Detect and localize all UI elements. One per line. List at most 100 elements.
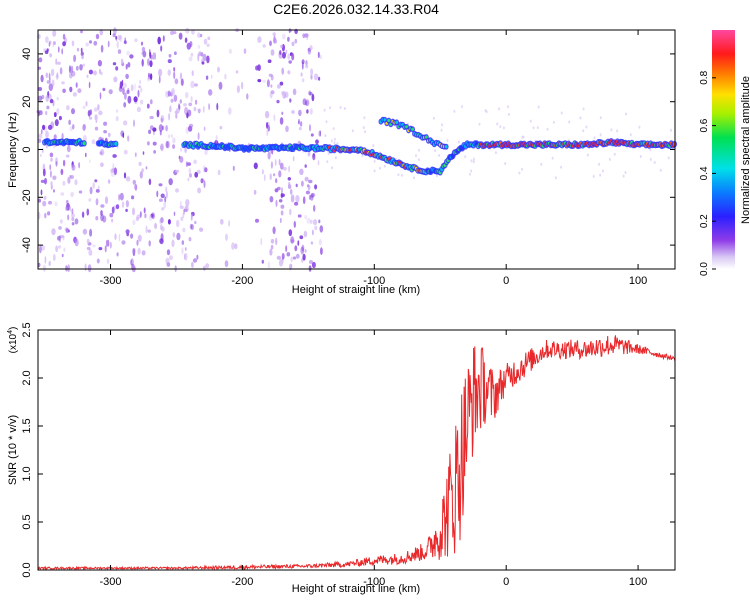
- noise-speckle: [540, 162, 543, 166]
- noise-speckle: [125, 63, 128, 70]
- noise-speckle: [133, 119, 135, 127]
- noise-speckle: [149, 115, 154, 120]
- noise-speckle: [312, 229, 314, 236]
- noise-speckle: [56, 96, 59, 101]
- noise-speckle: [123, 40, 127, 45]
- noise-speckle: [123, 82, 127, 89]
- noise-speckle: [281, 33, 286, 40]
- noise-speckle: [50, 184, 53, 190]
- noise-speckle: [148, 129, 152, 135]
- noise-speckle: [71, 108, 75, 115]
- noise-speckle: [625, 112, 627, 116]
- noise-speckle: [165, 125, 168, 132]
- noise-speckle: [203, 180, 206, 188]
- noise-speckle: [98, 247, 103, 251]
- noise-speckle: [139, 79, 141, 85]
- noise-speckle: [81, 55, 84, 60]
- noise-speckle: [537, 105, 540, 109]
- noise-speckle: [50, 181, 53, 186]
- noise-speckle: [182, 212, 185, 218]
- noise-speckle: [141, 250, 146, 256]
- noise-speckle: [560, 165, 563, 169]
- snr-panel: -300 -200 -100 0 100 0.0 0.5 1.0 1.5 2.0 2.5 Heig…: [7, 322, 676, 595]
- y-tick-label: 1.0: [21, 466, 33, 481]
- noise-speckle: [158, 124, 163, 132]
- noise-speckle: [532, 126, 535, 130]
- noise-speckle: [622, 174, 625, 178]
- noise-speckle: [137, 247, 141, 255]
- noise-speckle: [536, 126, 539, 130]
- noise-speckle: [132, 179, 136, 185]
- noise-speckle: [49, 170, 52, 178]
- noise-speckle: [41, 148, 44, 154]
- noise-speckle: [205, 75, 209, 80]
- noise-speckle: [373, 159, 376, 163]
- noise-speckle: [291, 110, 295, 114]
- noise-speckle: [160, 45, 163, 52]
- noise-speckle: [203, 126, 206, 131]
- branch-point: [395, 120, 399, 124]
- noise-speckle: [96, 258, 100, 264]
- noise-speckle: [40, 129, 43, 135]
- y-tick-label: 40: [21, 48, 33, 60]
- noise-speckle: [67, 264, 70, 273]
- noise-speckle: [124, 37, 127, 44]
- noise-speckle: [613, 152, 616, 156]
- noise-speckle: [157, 36, 161, 45]
- x-tick-label: -200: [231, 576, 253, 588]
- noise-speckle: [153, 150, 157, 154]
- noise-speckle: [276, 99, 280, 104]
- noise-speckle: [67, 176, 71, 184]
- chart-title: C2E6.2026.032.14.33.R04: [273, 1, 439, 17]
- noise-speckle: [320, 247, 323, 256]
- noise-speckle: [554, 176, 557, 180]
- colorbar-tick-label: 0.8: [699, 70, 710, 84]
- noise-speckle: [45, 36, 49, 44]
- noise-speckle: [582, 107, 585, 111]
- noise-speckle: [299, 168, 304, 175]
- noise-speckle: [71, 40, 75, 47]
- noise-speckle: [292, 88, 297, 96]
- noise-speckle: [653, 161, 656, 164]
- noise-speckle: [136, 106, 141, 113]
- noise-speckle: [88, 116, 93, 120]
- noise-speckle: [194, 83, 198, 87]
- noise-speckle: [333, 141, 336, 145]
- noise-speckle: [275, 237, 278, 246]
- noise-speckle: [134, 152, 137, 157]
- noise-speckle: [81, 211, 85, 218]
- noise-speckle: [111, 206, 115, 214]
- noise-speckle: [134, 83, 136, 91]
- noise-speckle: [372, 144, 375, 148]
- noise-speckle: [135, 217, 139, 221]
- noise-speckle: [82, 105, 86, 110]
- noise-speckle: [262, 79, 266, 83]
- noise-speckle: [274, 159, 277, 166]
- noise-speckle: [292, 256, 297, 260]
- noise-speckle: [351, 129, 354, 133]
- noise-speckle: [198, 108, 201, 114]
- noise-speckle: [89, 186, 93, 195]
- noise-speckle: [499, 125, 502, 129]
- noise-speckle: [49, 152, 54, 158]
- noise-speckle: [319, 54, 322, 60]
- noise-speckle: [188, 237, 192, 242]
- noise-speckle: [139, 171, 143, 179]
- noise-speckle: [240, 81, 244, 90]
- noise-speckle: [61, 81, 65, 85]
- noise-speckle: [507, 105, 510, 109]
- noise-speckle: [206, 43, 210, 47]
- noise-speckle: [190, 52, 194, 57]
- noise-speckle: [311, 261, 316, 269]
- noise-speckle: [185, 27, 190, 34]
- noise-speckle: [94, 126, 99, 131]
- noise-speckle: [364, 130, 367, 134]
- noise-speckle: [610, 128, 613, 132]
- noise-speckle: [639, 155, 642, 158]
- noise-speckle: [310, 194, 314, 201]
- noise-speckle: [184, 147, 187, 153]
- noise-speckle: [48, 200, 52, 205]
- noise-speckle: [313, 204, 316, 212]
- noise-speckle: [102, 87, 106, 92]
- noise-speckle: [217, 169, 221, 176]
